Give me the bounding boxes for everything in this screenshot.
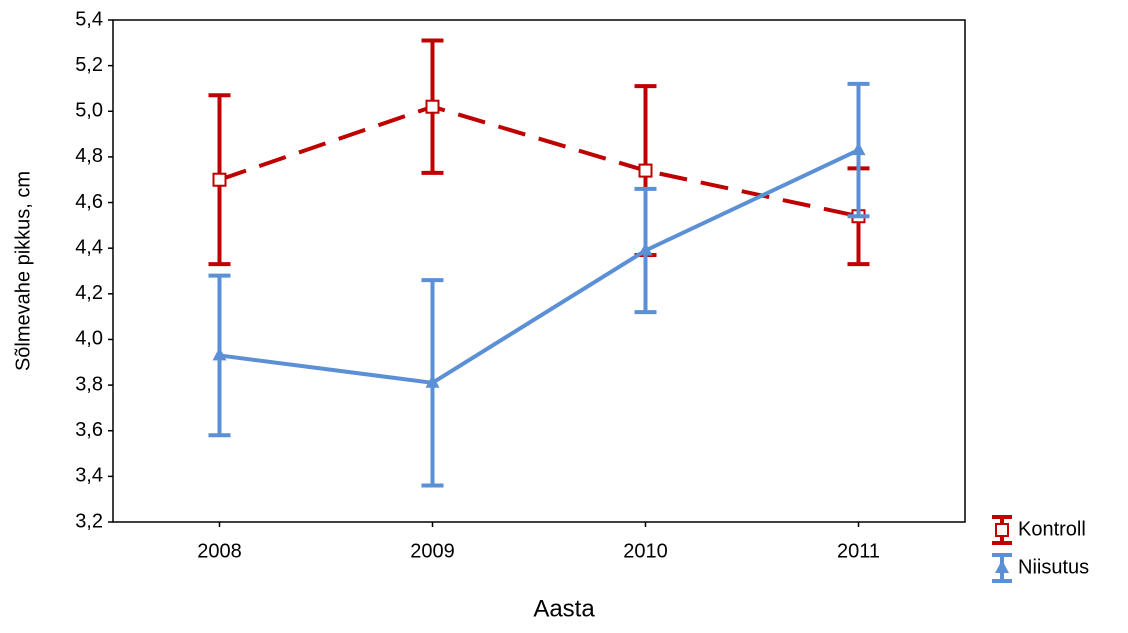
y-tick-label: 4,2 — [75, 282, 103, 304]
y-tick-label: 4,6 — [75, 191, 103, 213]
y-tick-label: 4,0 — [75, 328, 103, 350]
data-point — [638, 163, 653, 178]
y-tick-label: 5,2 — [75, 54, 103, 76]
y-tick-label: 4,4 — [75, 236, 103, 258]
y-tick-label: 5,0 — [75, 100, 103, 122]
x-tick-label: 2009 — [410, 540, 455, 562]
series-line — [218, 104, 859, 219]
legend-label: Kontroll — [1018, 518, 1086, 540]
legend-marker — [995, 523, 1009, 537]
y-tick-label: 3,8 — [75, 373, 103, 395]
data-point — [425, 374, 440, 388]
data-point — [638, 242, 653, 256]
y-tick-label: 3,4 — [75, 465, 103, 487]
series-line — [219, 148, 860, 385]
x-tick-label: 2010 — [623, 540, 668, 562]
y-tick-label: 4,8 — [75, 145, 103, 167]
plot-frame — [112, 19, 966, 523]
y-tick-label: 3,6 — [75, 419, 103, 441]
legend-label: Niisutus — [1018, 556, 1089, 578]
data-point — [212, 347, 227, 361]
x-axis-label: Aasta — [533, 595, 595, 622]
data-point — [425, 99, 440, 114]
data-point — [212, 172, 227, 187]
legend-marker — [995, 560, 1009, 573]
x-tick-label: 2011 — [837, 540, 880, 562]
x-tick-label: 2008 — [197, 540, 242, 562]
data-point — [851, 142, 866, 156]
y-tick-label: 5,4 — [75, 8, 103, 30]
y-tick-label: 3,2 — [75, 510, 103, 532]
y-axis-label: Sõlmevahe pikkus, cm — [12, 171, 34, 371]
